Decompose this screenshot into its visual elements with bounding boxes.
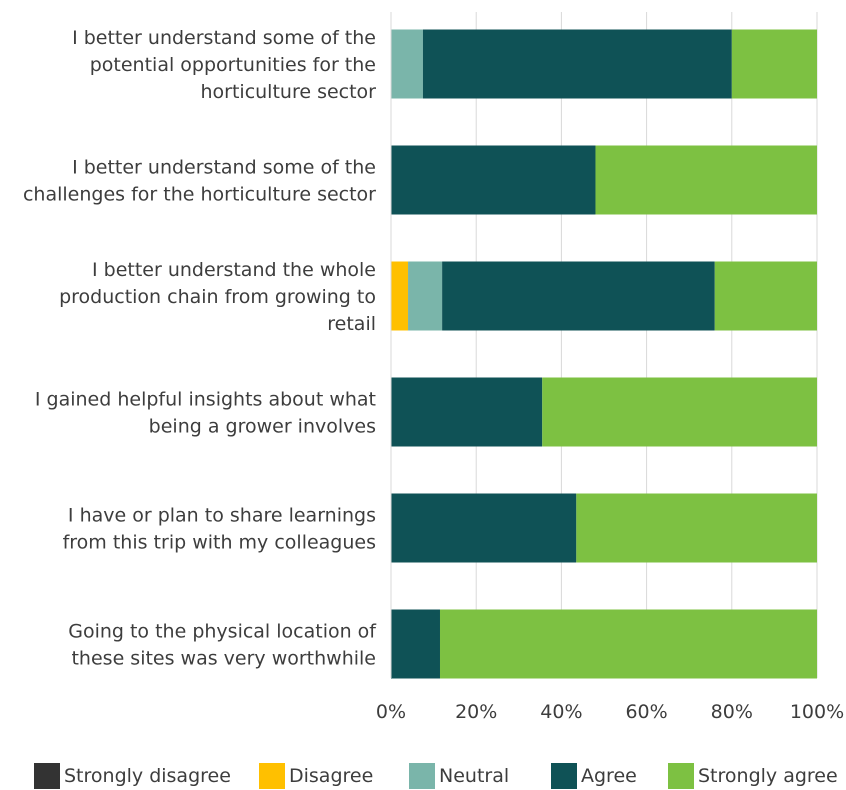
category-label-line: I have or plan to share learnings	[68, 505, 376, 527]
bar-agree	[422, 29, 732, 99]
x-tick-label: 100%	[790, 701, 844, 723]
legend-label: Neutral	[439, 765, 510, 787]
category-label: I better understand some of the challenge…	[23, 157, 376, 206]
legend-label: Strongly disagree	[64, 765, 231, 787]
legend-item: Disagree	[259, 762, 373, 790]
legend-item: Agree	[551, 762, 637, 790]
category-label-line: Going to the physical location of	[68, 621, 377, 643]
x-tick-label: 40%	[540, 701, 582, 723]
category-label-line: these sites was very worthwhile	[71, 648, 376, 670]
category-labels: I better understand some of the potential…	[23, 27, 377, 670]
category-label-line: being a grower involves	[149, 416, 376, 438]
bar-strongly-agree	[439, 609, 817, 679]
bar-agree	[442, 261, 715, 331]
bar-agree	[391, 377, 543, 447]
x-tick-label: 0%	[376, 701, 406, 723]
category-label-line: challenges for the horticulture sector	[23, 184, 376, 206]
legend-swatch	[409, 763, 435, 789]
legend-swatch	[259, 763, 285, 789]
legend-label: Agree	[581, 765, 637, 787]
category-label-line: horticulture sector	[200, 81, 376, 103]
legend-item: Neutral	[409, 762, 509, 790]
category-label-line: production chain from growing to	[59, 286, 376, 308]
category-label-line: I better understand the whole	[92, 259, 376, 281]
legend-swatch	[34, 763, 60, 789]
bar-strongly-agree	[542, 377, 817, 447]
category-label: I better understand some of the potential…	[72, 27, 376, 103]
category-label-line: I better understand some of the	[72, 27, 376, 49]
stacked-bar-chart: I better understand some of the potential…	[23, 12, 844, 723]
bar-disagree	[391, 261, 409, 331]
x-tick-label: 60%	[625, 701, 667, 723]
bar-strongly-agree	[576, 493, 817, 563]
legend-swatch	[668, 763, 694, 789]
category-label-line: from this trip with my colleagues	[63, 532, 376, 554]
bar-neutral	[391, 29, 423, 99]
x-tick-label: 80%	[711, 701, 753, 723]
bar-neutral	[408, 261, 443, 331]
category-label: I gained helpful insights about what bein…	[35, 389, 376, 438]
bar-agree	[391, 609, 440, 679]
category-label-line: retail	[327, 313, 376, 335]
bar-strongly-agree	[731, 29, 817, 99]
legend: Strongly disagree Disagree Neutral Agree Str…	[0, 762, 846, 790]
legend-item: Strongly disagree	[34, 762, 231, 790]
legend-label: Strongly agree	[698, 765, 838, 787]
x-tick-labels: 0% 20% 40% 60% 80% 100%	[376, 701, 844, 723]
bar-strongly-agree	[714, 261, 817, 331]
category-label: Going to the physical location of these s…	[68, 621, 377, 670]
bars	[391, 29, 817, 679]
category-label-line: I better understand some of the	[72, 157, 376, 179]
bar-agree	[391, 145, 596, 215]
legend-item: Strongly agree	[668, 762, 838, 790]
category-label: I have or plan to share learnings from th…	[63, 505, 376, 554]
bar-agree	[391, 493, 577, 563]
legend-label: Disagree	[289, 765, 374, 787]
bar-strongly-agree	[595, 145, 817, 215]
category-label-line: I gained helpful insights about what	[35, 389, 376, 411]
x-tick-label: 20%	[455, 701, 497, 723]
gridlines	[475, 12, 818, 678]
category-label: I better understand the whole production …	[59, 259, 376, 335]
category-label-line: potential opportunities for the	[90, 54, 376, 76]
legend-swatch	[551, 763, 577, 789]
